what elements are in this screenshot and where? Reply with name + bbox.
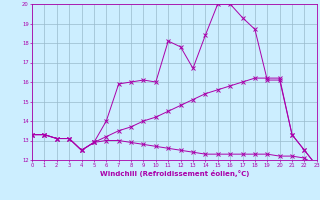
X-axis label: Windchill (Refroidissement éolien,°C): Windchill (Refroidissement éolien,°C) <box>100 170 249 177</box>
